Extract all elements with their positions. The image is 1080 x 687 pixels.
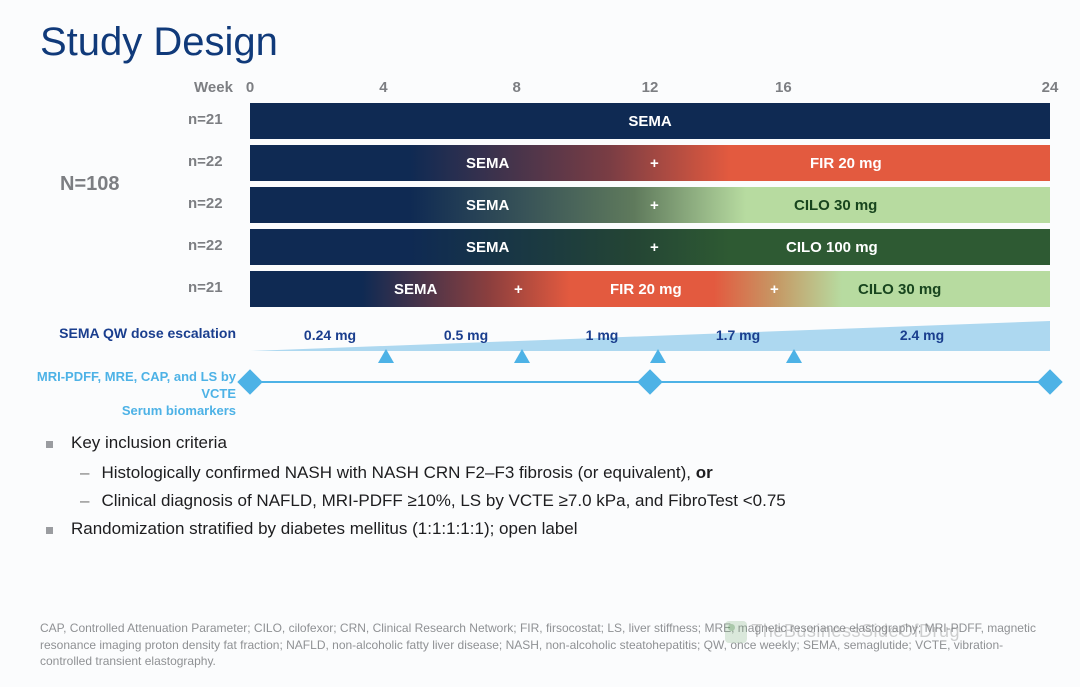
arm-label-mid: FIR 20 mg <box>610 281 682 298</box>
arm-bar-sema: SEMA <box>250 103 1050 139</box>
timeline-chart: N=108 Week 0 4 8 12 16 24 n=21 SEMA n=22… <box>250 79 1050 411</box>
plus-icon: + <box>770 281 779 298</box>
arm-label-right: CILO 30 mg <box>858 281 941 298</box>
biomarker-line1: MRI-PDFF, MRE, CAP, and LS by VCTE <box>37 369 236 401</box>
plus-icon: + <box>650 197 659 214</box>
arm-rows: n=21 SEMA n=22 SEMA + FIR 20 mg n=22 SEM… <box>250 103 1050 307</box>
dash-icon: – <box>80 463 89 483</box>
arm-row: n=22 SEMA + CILO 30 mg <box>250 187 1050 223</box>
diamond-icon <box>237 369 262 394</box>
dose-step: 1.7 mg <box>716 327 760 343</box>
tick-4: 4 <box>379 79 387 96</box>
footnote: CAP, Controlled Attenuation Parameter; C… <box>40 620 1040 669</box>
arm-row: n=22 SEMA + FIR 20 mg <box>250 145 1050 181</box>
bullet-subtext: Clinical diagnosis of NAFLD, MRI-PDFF ≥1… <box>101 491 785 511</box>
dose-step: 2.4 mg <box>900 327 944 343</box>
bullet-icon <box>46 441 53 448</box>
tick-16: 16 <box>775 79 792 96</box>
triangle-icon <box>650 349 666 363</box>
arm-label-sema: SEMA <box>466 239 509 256</box>
arm-label-sema: SEMA <box>394 281 437 298</box>
bullet-list: Key inclusion criteria – Histologically … <box>46 433 1040 539</box>
plus-icon: + <box>650 239 659 256</box>
dose-step: 1 mg <box>586 327 619 343</box>
arm-label-right: CILO 30 mg <box>794 197 877 214</box>
arm-label-sema: SEMA <box>466 197 509 214</box>
dash-icon: – <box>80 491 89 511</box>
bullet-subitem: – Histologically confirmed NASH with NAS… <box>46 463 1040 483</box>
arm-n: n=22 <box>188 195 223 212</box>
tick-12: 12 <box>642 79 659 96</box>
bullet-subtext: Histologically confirmed NASH with NASH … <box>101 463 712 483</box>
arm-label-right: FIR 20 mg <box>810 155 882 172</box>
triangle-icon <box>786 349 802 363</box>
arm-n: n=22 <box>188 237 223 254</box>
triangle-icon <box>514 349 530 363</box>
diamond-icon <box>1037 369 1062 394</box>
bullet-icon <box>46 527 53 534</box>
arm-row: n=21 SEMA + FIR 20 mg + CILO 30 mg <box>250 271 1050 307</box>
plus-icon: + <box>650 155 659 172</box>
biomarker-label: MRI-PDFF, MRE, CAP, and LS by VCTE Serum… <box>2 369 236 420</box>
dose-escalation-row: SEMA QW dose escalation 0.24 mg 0.5 mg 1… <box>250 319 1050 361</box>
dose-step: 0.5 mg <box>444 327 488 343</box>
total-n: N=108 <box>60 173 120 196</box>
bullet-item: Randomization stratified by diabetes mel… <box>46 519 1040 539</box>
week-axis: Week 0 4 8 12 16 24 <box>250 79 1050 101</box>
arm-row: n=22 SEMA + CILO 100 mg <box>250 229 1050 265</box>
arm-label-right: CILO 100 mg <box>786 239 878 256</box>
dose-step: 0.24 mg <box>304 327 356 343</box>
dose-label: SEMA QW dose escalation <box>22 325 236 341</box>
diamond-icon <box>637 369 662 394</box>
arm-n: n=21 <box>188 111 223 128</box>
plus-icon: + <box>514 281 523 298</box>
bullet-item: Key inclusion criteria <box>46 433 1040 453</box>
triangle-icon <box>378 349 394 363</box>
tick-24: 24 <box>1042 79 1059 96</box>
bullet-text: Randomization stratified by diabetes mel… <box>71 519 578 539</box>
arm-n: n=22 <box>188 153 223 170</box>
page-title: Study Design <box>40 20 1040 65</box>
arm-label-sema: SEMA <box>466 155 509 172</box>
arm-row: n=21 SEMA <box>250 103 1050 139</box>
week-label: Week <box>194 79 233 96</box>
arm-bar-sema-cilo-dk: SEMA + CILO 100 mg <box>250 229 1050 265</box>
arm-bar-sema-cilo-lt: SEMA + CILO 30 mg <box>250 187 1050 223</box>
bullet-text: Key inclusion criteria <box>71 433 227 453</box>
biomarker-line2: Serum biomarkers <box>122 403 236 418</box>
bullet-subitem: – Clinical diagnosis of NAFLD, MRI-PDFF … <box>46 491 1040 511</box>
arm-n: n=21 <box>188 279 223 296</box>
tick-0: 0 <box>246 79 254 96</box>
tick-8: 8 <box>512 79 520 96</box>
arm-bar-sema-fir: SEMA + FIR 20 mg <box>250 145 1050 181</box>
arm-bar-triple: SEMA + FIR 20 mg + CILO 30 mg <box>250 271 1050 307</box>
biomarker-row: MRI-PDFF, MRE, CAP, and LS by VCTE Serum… <box>250 371 1050 411</box>
arm-label: SEMA <box>628 113 671 130</box>
